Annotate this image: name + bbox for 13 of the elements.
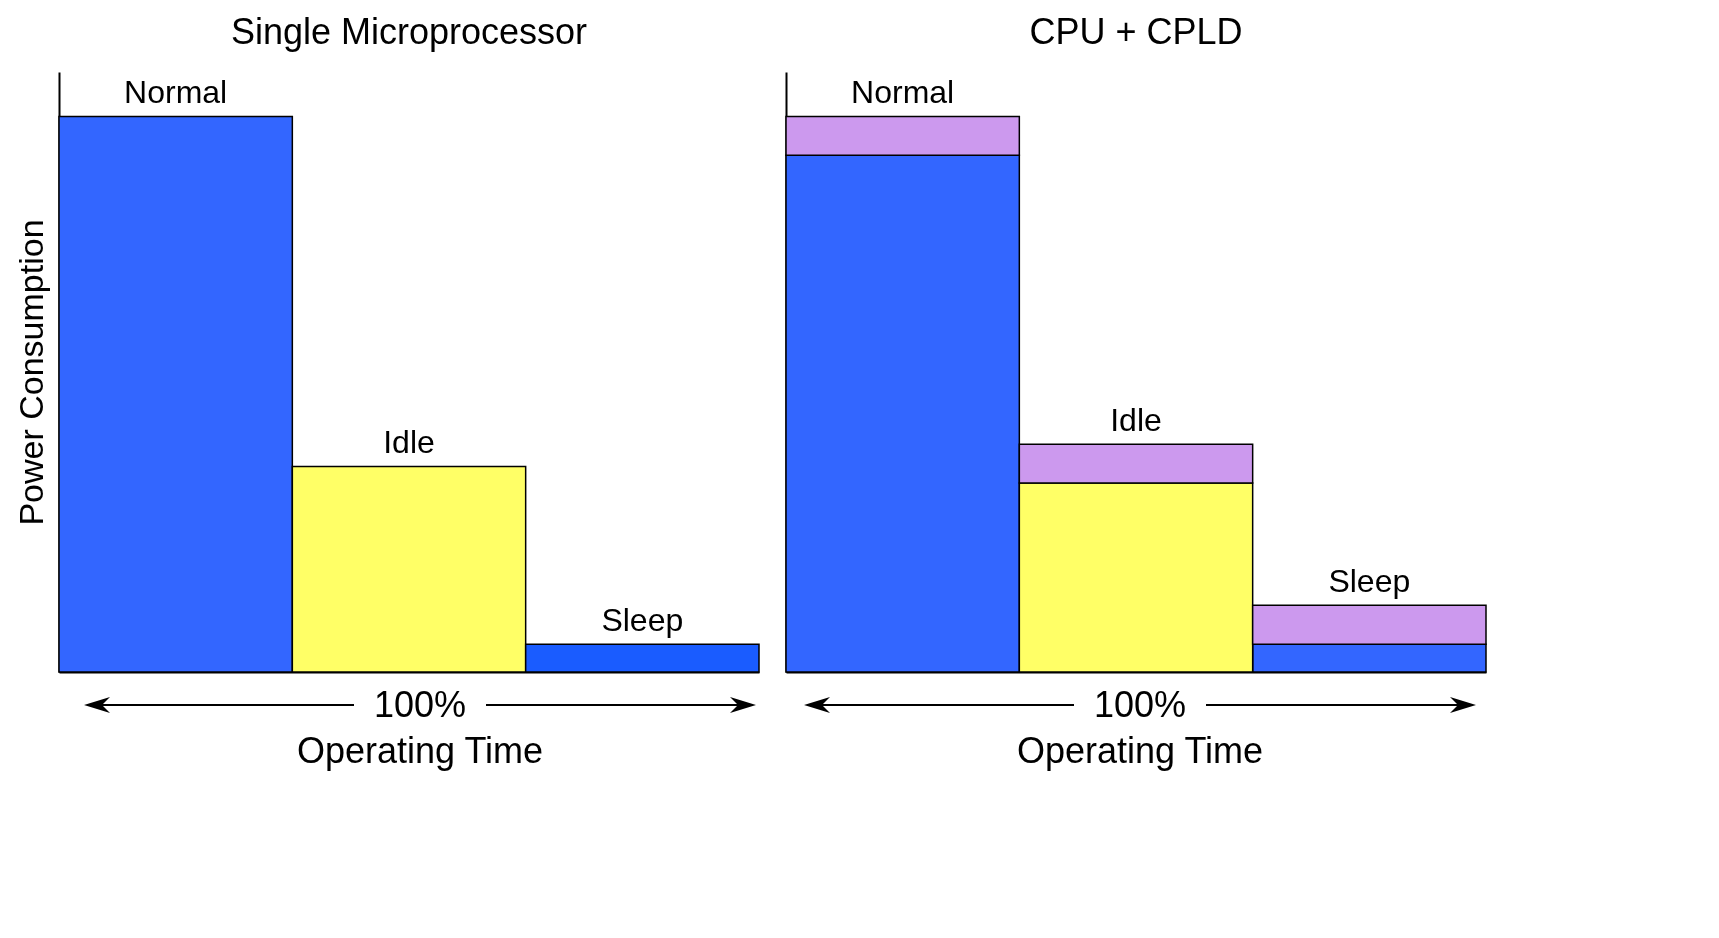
x-tick-label: Idle <box>383 424 435 461</box>
x-tick-label: Sleep <box>601 602 684 639</box>
y-axis-title: Power Consumption <box>11 219 50 526</box>
x-axis-title: Operating Time <box>1015 730 1265 772</box>
x-tick-label: Sleep <box>1328 563 1411 600</box>
x-tick-label: Idle <box>1110 402 1162 439</box>
text: 100% <box>1093 684 1187 726</box>
chart-title: Single Microprocessor <box>230 11 588 52</box>
x-tick-label: Normal <box>851 74 955 111</box>
text: 100% <box>373 684 467 726</box>
x-axis-title: Operating Time <box>295 730 545 772</box>
chart-title: CPU + CPLD <box>1029 11 1243 52</box>
x-tick-label: Normal <box>124 74 228 111</box>
